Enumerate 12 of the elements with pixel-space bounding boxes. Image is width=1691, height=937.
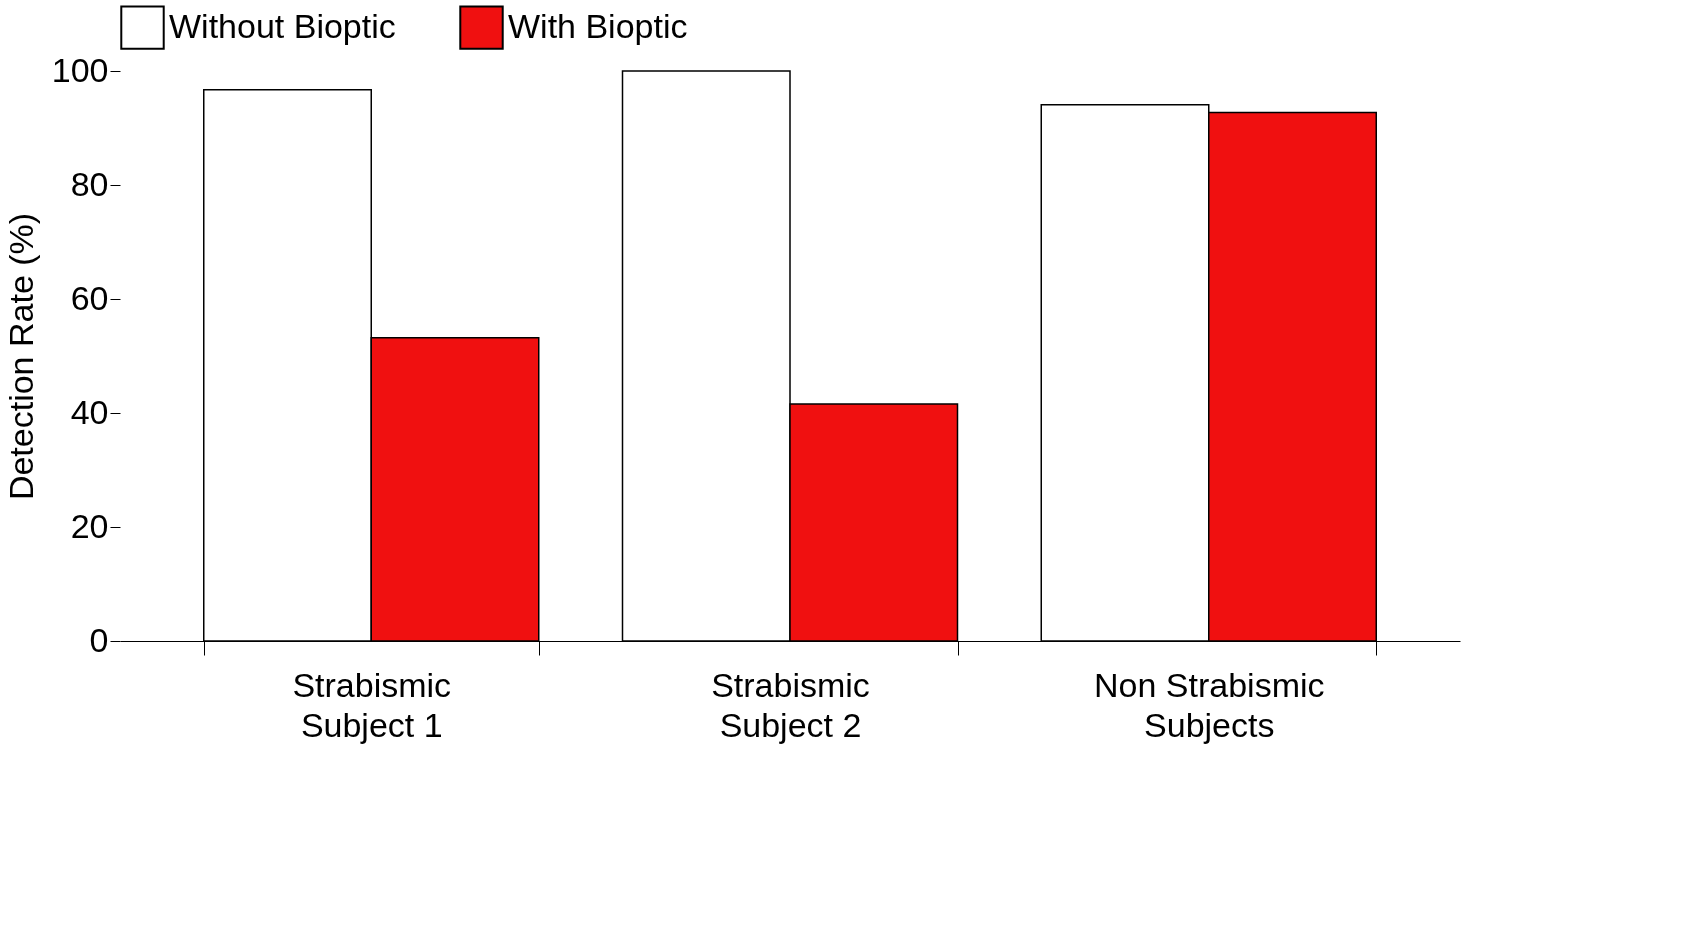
x-tick-label: Strabismic Subject 1 xyxy=(292,665,452,744)
y-tick-label: 60 xyxy=(70,278,109,317)
y-tick-label: 100 xyxy=(51,50,109,89)
x-tick-label: Non Strabismic Subjects xyxy=(1093,665,1325,744)
y-tick-label: 40 xyxy=(70,392,109,431)
y-tick-label: 80 xyxy=(70,164,109,203)
y-tick-label: 20 xyxy=(70,506,109,545)
x-tick-label: Strabismic Subject 2 xyxy=(711,665,870,744)
y-tick-label: 0 xyxy=(89,620,109,659)
y-axis-title: Detection Rate (%) xyxy=(1,212,40,501)
legend-label: With Bioptic xyxy=(508,6,688,45)
legend-label: Without Bioptic xyxy=(169,6,396,45)
